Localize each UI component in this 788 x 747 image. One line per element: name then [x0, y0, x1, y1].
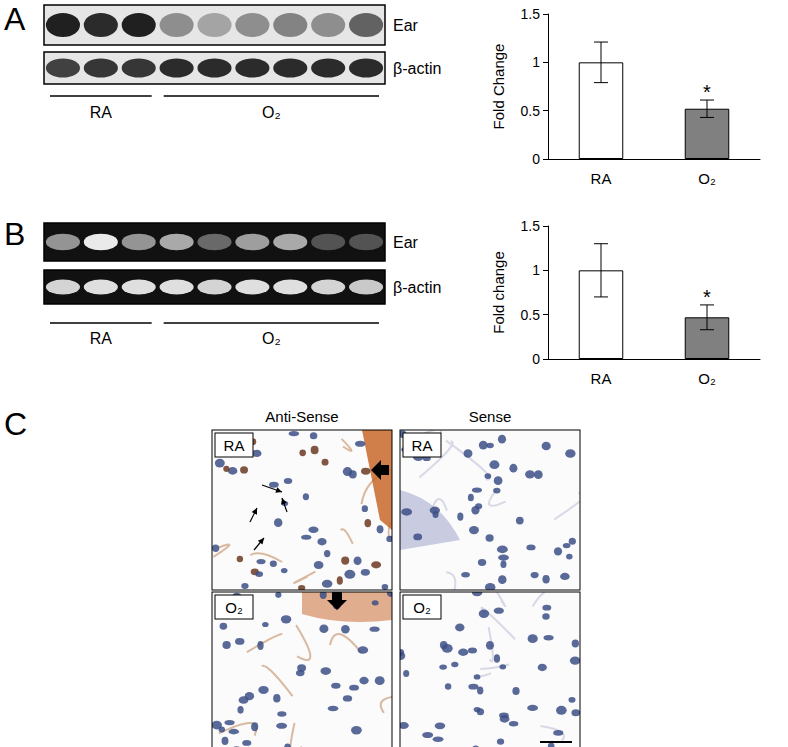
svg-text:O₂: O₂ — [262, 330, 281, 347]
svg-text:1: 1 — [532, 262, 540, 278]
svg-text:β-actin: β-actin — [393, 60, 441, 77]
svg-text:RA: RA — [224, 437, 245, 454]
svg-text:O₂: O₂ — [698, 370, 716, 387]
svg-text:RA: RA — [90, 330, 113, 347]
svg-text:1.5: 1.5 — [521, 218, 541, 234]
svg-text:Fold change: Fold change — [490, 251, 507, 334]
svg-text:Sense: Sense — [469, 408, 512, 425]
svg-text:1.5: 1.5 — [521, 6, 541, 22]
svg-text:*: * — [703, 286, 711, 308]
svg-text:RA: RA — [90, 104, 113, 121]
svg-text:RA: RA — [412, 437, 433, 454]
svg-text:O₂: O₂ — [698, 170, 716, 187]
svg-text:C: C — [4, 406, 27, 442]
svg-text:*: * — [703, 81, 711, 103]
svg-text:B: B — [4, 216, 25, 252]
svg-text:A: A — [4, 1, 26, 37]
svg-text:O₂: O₂ — [413, 599, 431, 616]
svg-text:0: 0 — [532, 151, 540, 167]
svg-text:Fold Change: Fold Change — [490, 44, 507, 130]
svg-text:β-actin: β-actin — [393, 279, 441, 296]
svg-text:0.5: 0.5 — [521, 307, 541, 323]
svg-text:RA: RA — [591, 370, 612, 387]
svg-text:0.5: 0.5 — [521, 103, 541, 119]
svg-text:1: 1 — [532, 54, 540, 70]
svg-text:Ear: Ear — [393, 17, 419, 34]
svg-text:0: 0 — [532, 351, 540, 367]
svg-text:RA: RA — [591, 170, 612, 187]
svg-text:O₂: O₂ — [225, 599, 243, 616]
svg-text:O₂: O₂ — [262, 104, 281, 121]
svg-text:Ear: Ear — [393, 234, 419, 251]
svg-text:Anti-Sense: Anti-Sense — [265, 408, 338, 425]
